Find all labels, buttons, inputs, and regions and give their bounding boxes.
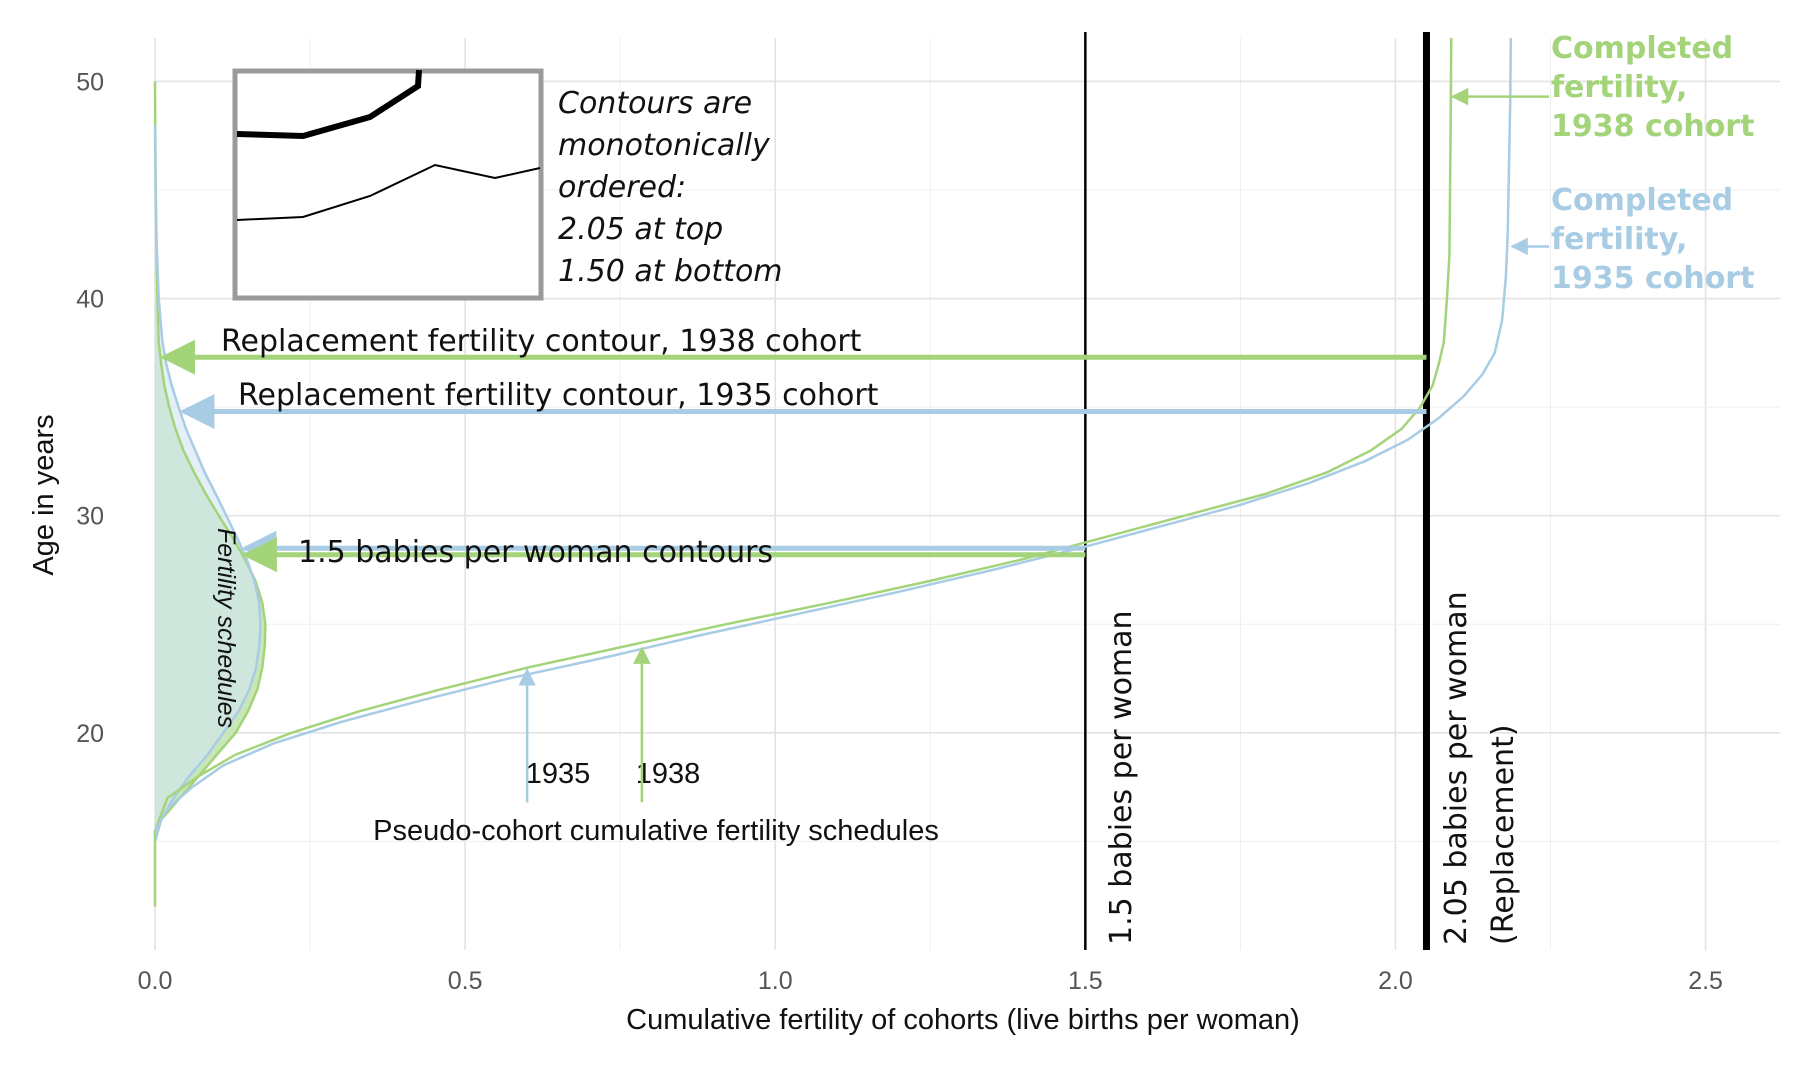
schedule-area-1935 (155, 124, 261, 842)
svg-text:fertility,: fertility, (1551, 222, 1687, 257)
x-tick-label: 2.0 (1378, 967, 1413, 995)
y-tick-label: 40 (76, 286, 104, 314)
contour-label-15: 1.5 babies per woman contours (298, 535, 773, 570)
cumulative-series (153, 37, 1513, 907)
inset: Contours are monotonically ordered: 2.05… (232, 68, 783, 301)
annotation-arrows (518, 87, 1549, 803)
svg-text:fertility,: fertility, (1551, 70, 1687, 105)
inset-text-4: 2.05 at top (558, 212, 723, 247)
contour-lines (159, 339, 1427, 573)
y-axis-title: Age in years (28, 414, 60, 575)
inset-thick-contour (236, 69, 422, 140)
x-tick-label: 2.5 (1688, 967, 1723, 995)
marker-label-1935: 1935 (526, 758, 591, 790)
axis-ticks: 0.0 0.5 1.0 1.5 2.0 2.5 20 30 40 50 (76, 68, 1723, 995)
inset-text-3: ordered: (558, 170, 686, 205)
inset-text-2: monotonically (558, 128, 771, 163)
fertility-schedules-label: Fertility schedules (212, 528, 240, 728)
contour-label-1938: Replacement fertility contour, 1938 coho… (221, 324, 862, 359)
y-tick-label: 50 (76, 68, 104, 96)
ref-line-label-205-a: 2.05 babies per woman (1439, 591, 1474, 945)
grid (154, 38, 1780, 950)
y-tick-label: 20 (76, 720, 104, 748)
x-tick-label: 1.0 (758, 967, 793, 995)
x-axis-title: Cumulative fertility of cohorts (live bi… (626, 1004, 1300, 1036)
cumulative-line-1935 (153, 37, 1513, 832)
reference-lines (1084, 32, 1430, 950)
ref-line-label-205-b: (Replacement) (1486, 724, 1521, 945)
inset-text-1: Contours are (558, 86, 752, 121)
svg-text:1935 cohort: 1935 cohort (1551, 261, 1754, 296)
completed-1938-label: Completed fertility, 1938 cohort (1551, 31, 1754, 144)
svg-text:1938 cohort: 1938 cohort (1551, 109, 1754, 144)
x-tick-label: 0.0 (138, 967, 173, 995)
inset-text-5: 1.50 at bottom (558, 254, 783, 289)
svg-text:Completed: Completed (1551, 31, 1733, 66)
completed-1935-label: Completed fertility, 1935 cohort (1551, 183, 1754, 296)
pseudo-cohort-label: Pseudo-cohort cumulative fertility sched… (373, 815, 939, 847)
x-tick-label: 1.5 (1068, 967, 1103, 995)
cumulative-line-1938 (153, 37, 1453, 907)
y-tick-label: 30 (76, 503, 104, 531)
svg-text:Completed: Completed (1551, 183, 1733, 218)
marker-label-1938: 1938 (636, 758, 701, 790)
x-tick-label: 0.5 (448, 967, 483, 995)
inset-thin-contour (236, 163, 541, 221)
ref-line-label-15: 1.5 babies per woman (1104, 610, 1139, 945)
contour-label-1935: Replacement fertility contour, 1935 coho… (238, 378, 879, 413)
